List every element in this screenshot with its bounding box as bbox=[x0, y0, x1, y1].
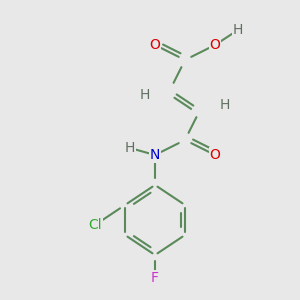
Text: H: H bbox=[125, 141, 135, 155]
Text: O: O bbox=[210, 38, 220, 52]
Text: F: F bbox=[151, 271, 159, 285]
Text: H: H bbox=[233, 23, 243, 37]
Text: Cl: Cl bbox=[88, 218, 102, 232]
Text: H: H bbox=[140, 88, 150, 102]
Text: O: O bbox=[210, 148, 220, 162]
Text: O: O bbox=[150, 38, 160, 52]
Text: H: H bbox=[220, 98, 230, 112]
Text: N: N bbox=[150, 148, 160, 162]
